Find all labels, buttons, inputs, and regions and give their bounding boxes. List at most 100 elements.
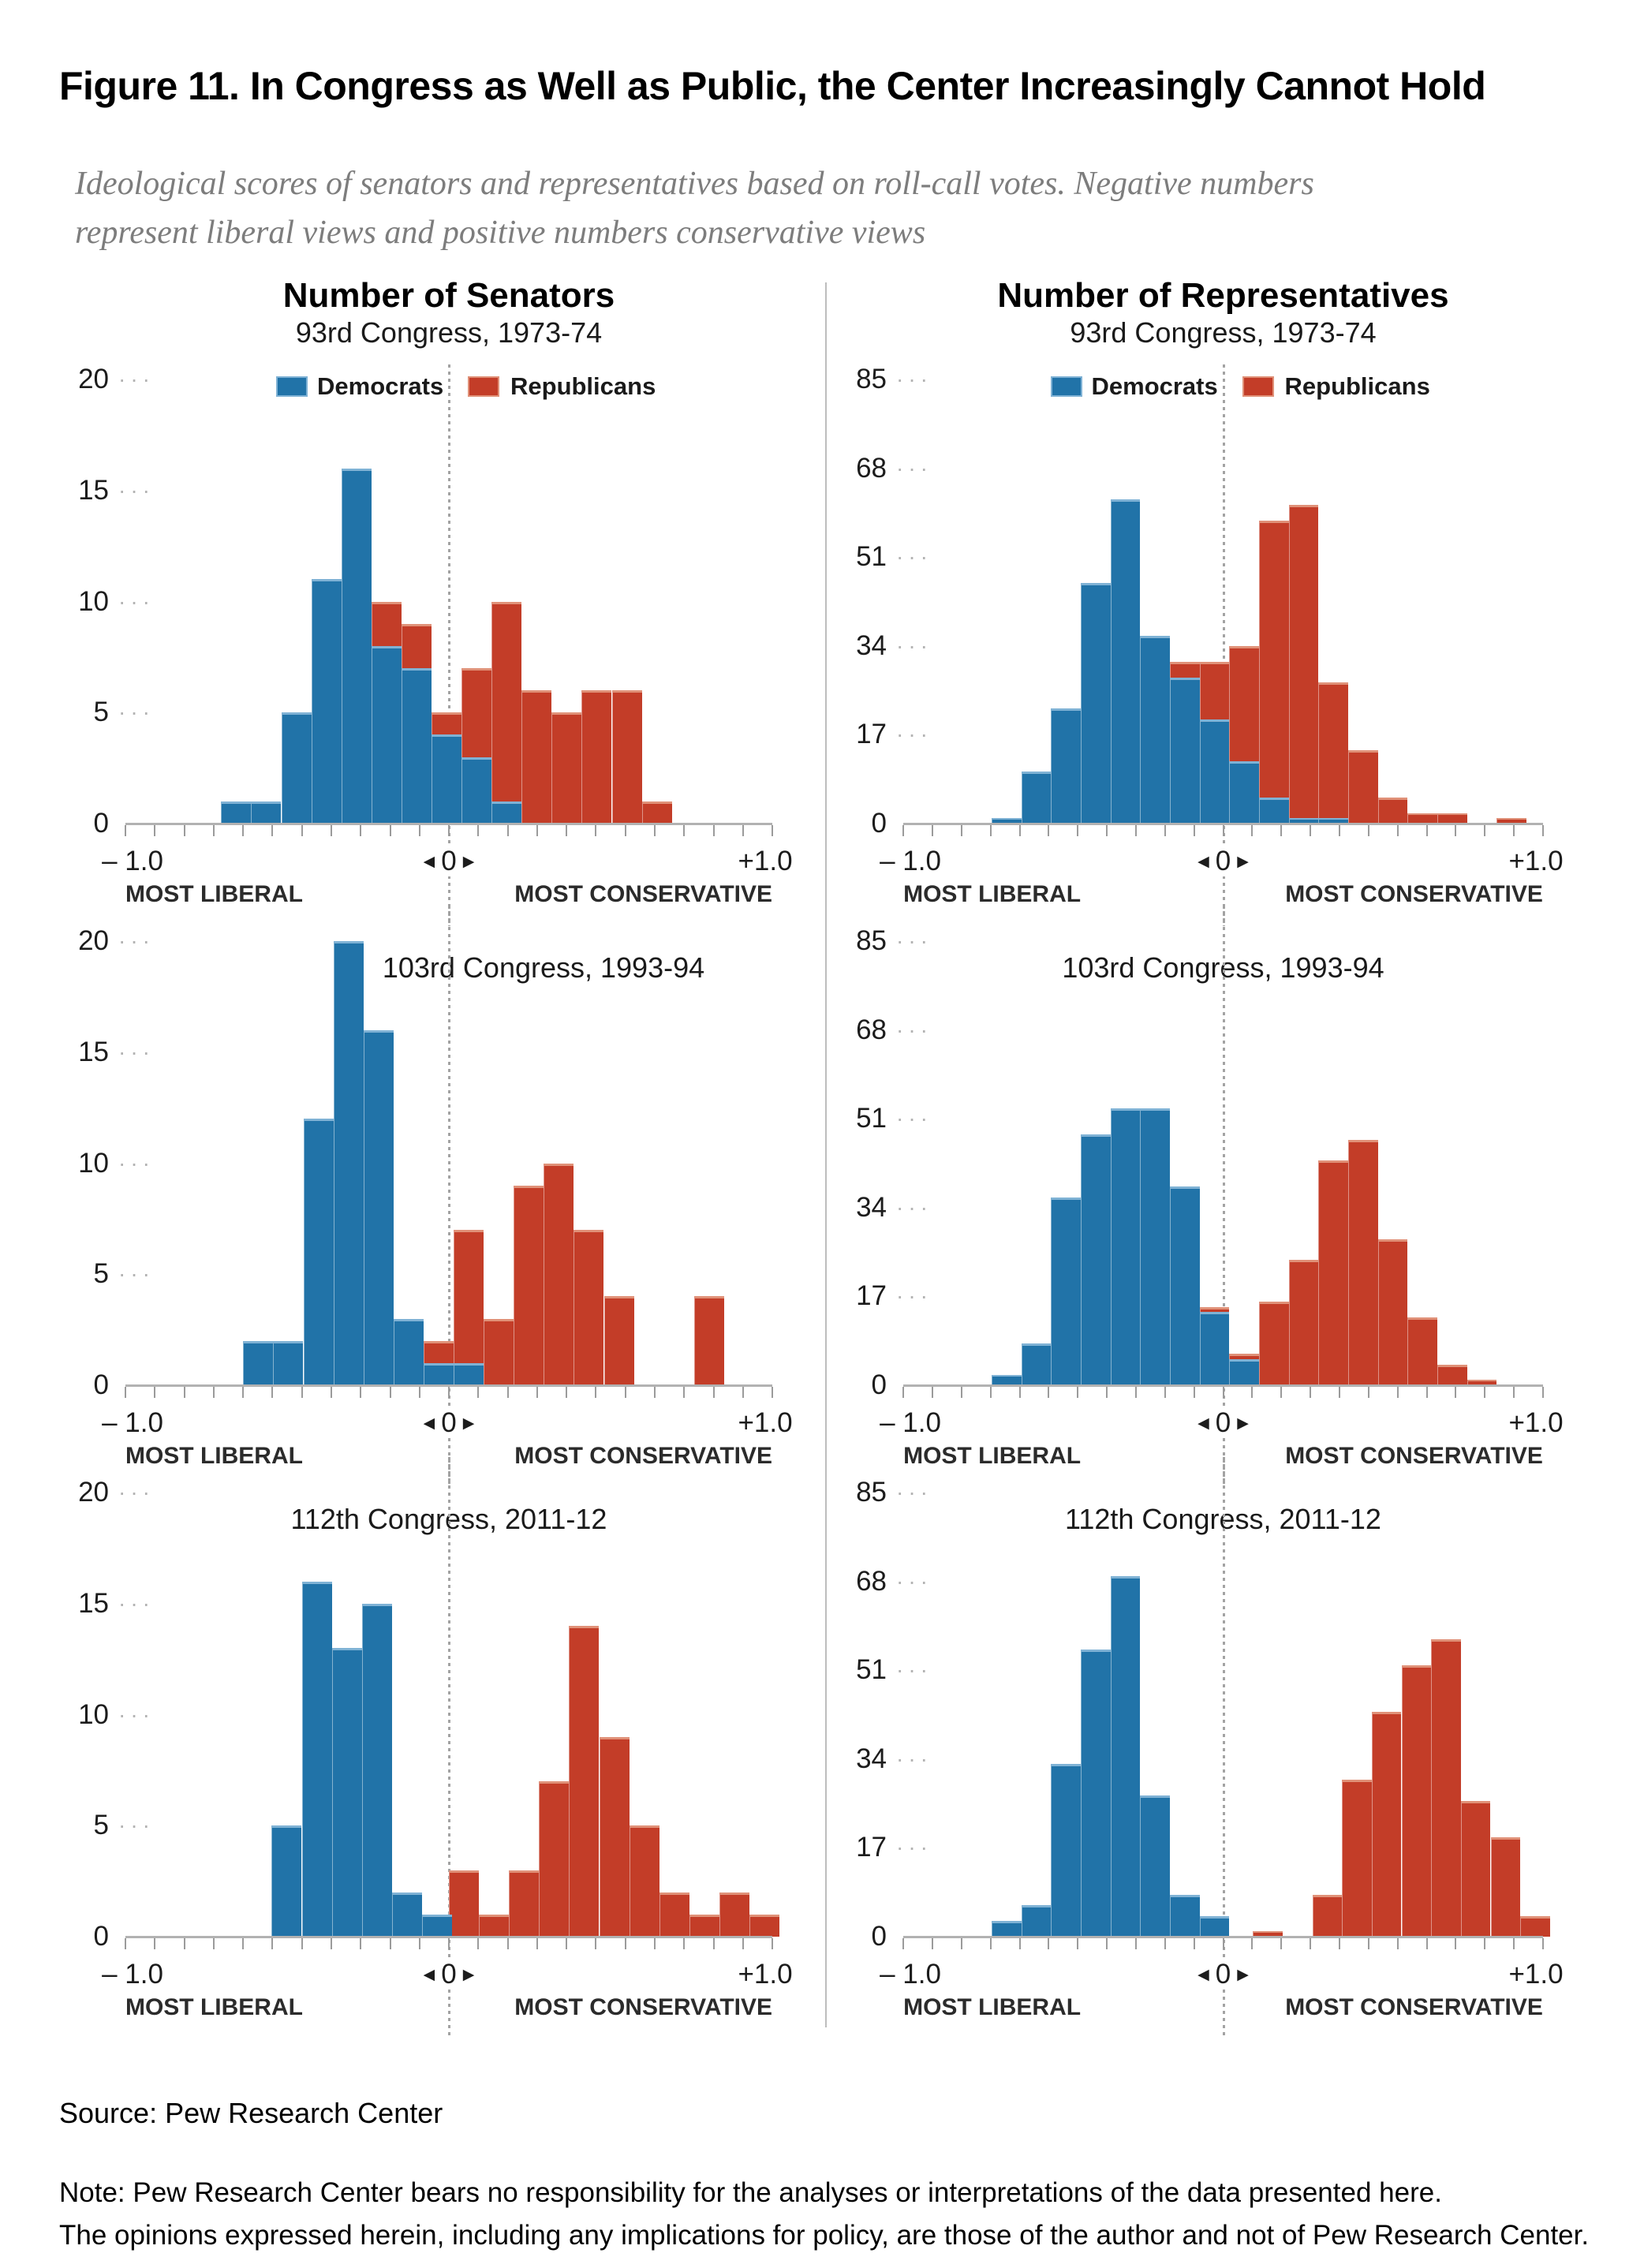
bar-rep-representatives-112th [1312,1895,1343,1937]
bar-dem-representatives-93rd [1288,818,1319,824]
x-axis-tick-representatives-112th [1280,1938,1283,1949]
bar-dem-representatives-112th [1051,1764,1082,1937]
figure-subtitle: Ideological scores of senators and repre… [75,166,1314,251]
bar-rep-representatives-112th [1490,1837,1521,1937]
bar-rep-senators-93rd [551,712,582,824]
x-label-min-representatives-93rd: – 1.0 [880,846,941,876]
bar-dem-representatives-93rd [1081,583,1111,824]
x-axis-tick-senators-112th [418,1938,420,1949]
x-label-min-senators-103rd: – 1.0 [102,1407,163,1438]
x-axis-tick-representatives-103rd [1018,1387,1021,1398]
legend-democrats-swatch [1050,376,1082,397]
x-axis-tick-representatives-112th [960,1938,962,1949]
x-axis-tick-representatives-112th [902,1938,905,1949]
bar-rep-representatives-93rd [1348,750,1378,824]
y-axis-dots-senators-93rd-5: ··· [118,700,155,725]
bar-rep-senators-112th [749,1914,779,1937]
x-axis-tick-senators-112th [653,1938,656,1949]
x-axis-tick-representatives-93rd [1484,825,1486,836]
caption-most-conservative-senators-103rd: MOST CONSERVATIVE [514,1443,773,1469]
x-axis-tick-representatives-93rd [1280,825,1283,836]
y-axis-dots-representatives-103rd-34: ··· [896,1194,932,1220]
x-axis-tick-representatives-93rd [1455,825,1457,836]
bar-rep-senators-112th [569,1625,600,1937]
y-axis-label-representatives-112th-51: 51 [856,1654,887,1686]
bar-dem-representatives-93rd [992,818,1022,824]
y-axis-label-senators-103rd-15: 15 [78,1036,109,1067]
zero-dotted-line-senators-112th [448,1457,450,2039]
y-axis-label-representatives-112th-0: 0 [871,1921,887,1952]
bar-dem-senators-112th [331,1648,362,1937]
figure-title: Figure 11. In Congress as Well as Public… [59,64,1486,108]
bar-rep-senators-93rd [521,690,552,824]
x-axis-tick-senators-112th [125,1938,126,1949]
bar-dem-representatives-93rd [1318,818,1349,824]
bar-dem-senators-93rd [491,801,522,824]
y-axis-dots-representatives-103rd-68: ··· [896,1017,932,1042]
x-label-max-representatives-93rd: +1.0 [1508,846,1564,876]
y-axis-dots-senators-93rd-10: ··· [118,588,155,614]
caption-most-conservative-senators-93rd: MOST CONSERVATIVE [514,881,773,907]
bar-rep-senators-112th [479,1914,510,1937]
bar-rep-senators-103rd [693,1296,724,1385]
bar-dem-representatives-103rd [1170,1186,1200,1385]
zero-right-arrow-icon: ▶ [1237,1967,1249,1983]
x-axis-senators-93rd [125,823,772,825]
bar-dem-senators-103rd [363,1029,394,1385]
x-axis-tick-senators-93rd [212,825,215,836]
y-axis-dots-senators-93rd-20: ··· [118,367,155,391]
zero-label-text: 0 [1209,1407,1238,1438]
bar-dem-representatives-93rd [1259,797,1289,824]
y-axis-label-representatives-93rd-0: 0 [871,808,887,839]
x-axis-tick-representatives-93rd [1106,825,1108,836]
bar-dem-senators-112th [271,1825,302,1937]
x-axis-tick-representatives-103rd [1193,1387,1195,1398]
bar-dem-senators-93rd [311,579,342,824]
x-label-zero-senators-103rd: ◀ 0 ▶ [362,1407,536,1440]
x-label-min-representatives-103rd: – 1.0 [880,1407,941,1438]
legend-democrats-label: Democrats [1091,372,1218,400]
bar-dem-senators-112th [301,1581,332,1937]
x-label-max-representatives-112th: +1.0 [1508,1959,1564,1990]
bar-dem-senators-103rd [333,941,364,1385]
y-axis-dots-senators-103rd-20: ··· [118,928,155,953]
bar-rep-representatives-103rd [1288,1260,1319,1385]
bar-rep-senators-112th [659,1892,689,1937]
x-axis-tick-representatives-103rd [902,1387,905,1398]
y-axis-label-senators-93rd-10: 10 [78,585,109,617]
bar-dem-representatives-93rd [1021,771,1052,824]
y-axis-dots-representatives-103rd-85: ··· [896,928,932,953]
x-axis-representatives-112th [903,1936,1543,1938]
zero-right-arrow-icon: ▶ [1237,854,1249,870]
x-axis-tick-representatives-93rd [1541,825,1544,836]
y-axis-label-senators-112th-20: 20 [78,1477,109,1508]
zero-dotted-line-senators-93rd [448,364,450,926]
x-axis-tick-representatives-112th [1164,1938,1166,1949]
zero-label-text: 0 [435,1407,463,1438]
y-axis-label-representatives-93rd-34: 34 [856,630,887,661]
x-axis-representatives-103rd [903,1384,1543,1387]
x-axis-tick-senators-93rd [448,825,450,836]
x-axis-tick-senators-93rd [742,825,744,836]
bar-rep-senators-112th [449,1870,480,1937]
bar-dem-representatives-103rd [1110,1108,1141,1385]
x-axis-tick-representatives-93rd [1048,825,1050,836]
y-axis-label-senators-93rd-0: 0 [93,808,109,839]
bar-dem-representatives-93rd [1140,635,1171,824]
bar-rep-representatives-103rd [1377,1239,1408,1385]
bar-rep-representatives-112th [1401,1665,1432,1937]
x-axis-tick-senators-103rd [301,1387,303,1398]
x-axis-tick-senators-112th [683,1938,686,1949]
bar-dem-senators-93rd [281,712,312,824]
x-axis-tick-representatives-93rd [1251,825,1254,836]
zero-left-arrow-icon: ◀ [423,854,435,870]
bar-rep-representatives-112th [1342,1780,1372,1937]
bar-rep-senators-112th [599,1736,630,1937]
x-axis-tick-representatives-103rd [1455,1387,1457,1398]
bar-rep-senators-112th [629,1825,659,1937]
bar-dem-representatives-112th [1199,1915,1230,1937]
congress-subtitle-senators-93rd: 93rd Congress, 1973-74 [295,316,603,349]
y-axis-dots-senators-103rd-10: ··· [118,1150,155,1175]
bar-dem-senators-103rd [454,1362,484,1385]
x-axis-tick-senators-103rd [125,1387,126,1398]
